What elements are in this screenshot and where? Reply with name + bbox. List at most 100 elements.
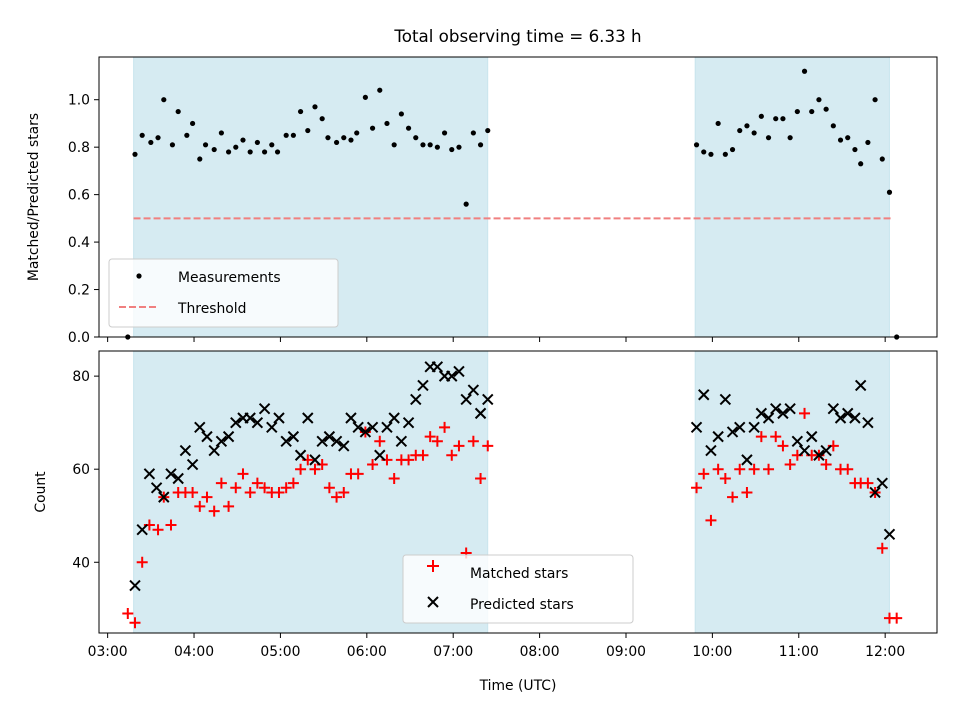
matched-star-point bbox=[208, 505, 220, 517]
predicted-star-point bbox=[208, 444, 220, 457]
top-legend-box bbox=[108, 258, 339, 328]
predicted-star-point bbox=[316, 435, 328, 447]
predicted-star-point bbox=[179, 444, 192, 457]
matched-star-point bbox=[122, 607, 134, 619]
matched-star-point bbox=[323, 482, 335, 494]
predicted-star-point bbox=[165, 468, 177, 480]
predicted-star-point bbox=[417, 379, 429, 392]
matched-star-point bbox=[698, 468, 710, 480]
matched-star-point bbox=[194, 500, 206, 512]
measurement-point bbox=[290, 132, 296, 138]
predicted-star-point bbox=[230, 416, 242, 429]
predicted-star-point bbox=[784, 402, 796, 415]
x-tick-label: 06:00 bbox=[347, 644, 387, 660]
bottom-y-ticks: 40 60 80 bbox=[72, 369, 99, 571]
measurement-point bbox=[312, 104, 318, 110]
measurement-point bbox=[175, 108, 181, 115]
legend-measurements-marker bbox=[136, 273, 142, 279]
measurement-point bbox=[463, 201, 469, 207]
matched-star-point bbox=[136, 556, 148, 568]
predicted-star-point bbox=[302, 412, 314, 424]
matched-star-point bbox=[230, 482, 242, 494]
predicted-star-point bbox=[854, 379, 867, 392]
matched-star-point bbox=[727, 491, 739, 503]
matched-star-point bbox=[763, 463, 775, 475]
matched-star-point bbox=[309, 463, 321, 475]
measurement-point bbox=[823, 106, 829, 112]
predicted-star-point bbox=[834, 412, 847, 424]
predicted-star-point bbox=[813, 449, 825, 461]
legend-matched-label: Matched stars bbox=[470, 566, 568, 582]
measurement-point bbox=[787, 135, 793, 141]
matched-star-point bbox=[280, 482, 292, 494]
predicted-star-point bbox=[876, 477, 888, 489]
measurement-point bbox=[211, 146, 217, 153]
measurement-point bbox=[845, 135, 851, 141]
predicted-star-point bbox=[482, 393, 494, 406]
predicted-star-point bbox=[849, 412, 861, 424]
legend-matched-marker bbox=[427, 560, 439, 572]
measurement-point bbox=[202, 142, 209, 148]
matched-star-point bbox=[862, 477, 874, 489]
predicted-star-point bbox=[410, 393, 422, 406]
measurement-point bbox=[420, 142, 426, 148]
bottom-x-ticks: 03:00 04:00 05:00 06:00 07:00 08:00 09:00 10:00… bbox=[88, 633, 905, 660]
matched-star-point bbox=[777, 440, 789, 452]
x-tick-label: 09:00 bbox=[606, 644, 646, 660]
measurement-point bbox=[470, 130, 476, 136]
predicted-star-point bbox=[172, 472, 184, 485]
predicted-star-point bbox=[287, 430, 300, 443]
measurement-point bbox=[413, 135, 419, 141]
measurement-point bbox=[369, 125, 376, 131]
top-span-2 bbox=[694, 56, 890, 338]
predicted-star-point bbox=[402, 416, 415, 429]
x-tick-label: 05:00 bbox=[260, 644, 300, 660]
matched-star-point bbox=[331, 491, 343, 503]
top-y-tick-label: 0.6 bbox=[68, 188, 90, 204]
top-axes-frame bbox=[98, 56, 938, 338]
predicted-star-point bbox=[820, 444, 832, 457]
measurement-point bbox=[865, 139, 871, 146]
matched-star-point bbox=[820, 459, 832, 471]
matched-star-point bbox=[165, 519, 177, 531]
matched-star-point bbox=[424, 431, 436, 443]
measurement-point bbox=[441, 130, 448, 136]
measurement-point bbox=[225, 149, 232, 155]
predicted-star-point bbox=[755, 407, 768, 420]
bottom-y-axis-label: Count bbox=[33, 471, 49, 513]
measurement-point bbox=[197, 156, 203, 162]
predicted-star-point bbox=[719, 393, 732, 406]
top-legend: Measurements Threshold bbox=[108, 258, 339, 328]
predicted-star-point bbox=[712, 430, 724, 443]
predicted-star-point bbox=[388, 412, 400, 424]
predicted-star-point bbox=[869, 486, 881, 499]
matched-star-point bbox=[876, 542, 888, 554]
matched-star-point bbox=[691, 482, 703, 494]
x-tick-label: 10:00 bbox=[692, 644, 732, 660]
measurement-point bbox=[261, 149, 268, 155]
predicted-star-point bbox=[366, 421, 379, 434]
measurement-point bbox=[254, 139, 260, 146]
matched-star-point bbox=[287, 477, 299, 489]
bottom-legend-box bbox=[402, 554, 634, 624]
predicted-star-point bbox=[741, 454, 753, 466]
predicted-star-point bbox=[883, 528, 896, 541]
x-tick-label: 11:00 bbox=[779, 644, 819, 660]
matched-star-point bbox=[403, 454, 415, 466]
measurement-point bbox=[449, 146, 455, 153]
measurement-point bbox=[233, 144, 239, 150]
predicted-star-point bbox=[705, 444, 717, 457]
x-tick-label: 04:00 bbox=[174, 644, 214, 660]
matched-star-point bbox=[475, 473, 487, 485]
predicted-star-point bbox=[726, 426, 739, 438]
bottom-y-tick-label: 40 bbox=[72, 555, 90, 571]
legend-threshold-label: Threshold bbox=[177, 301, 246, 317]
top-y-tick-label: 0.0 bbox=[68, 330, 90, 346]
predicted-star-point bbox=[323, 430, 336, 443]
x-tick-label: 08:00 bbox=[520, 644, 560, 660]
measurement-point bbox=[283, 132, 289, 138]
measurement-point bbox=[189, 120, 196, 127]
measurement-point bbox=[816, 97, 822, 103]
matched-star-point bbox=[223, 500, 235, 512]
measurement-point bbox=[477, 142, 484, 148]
